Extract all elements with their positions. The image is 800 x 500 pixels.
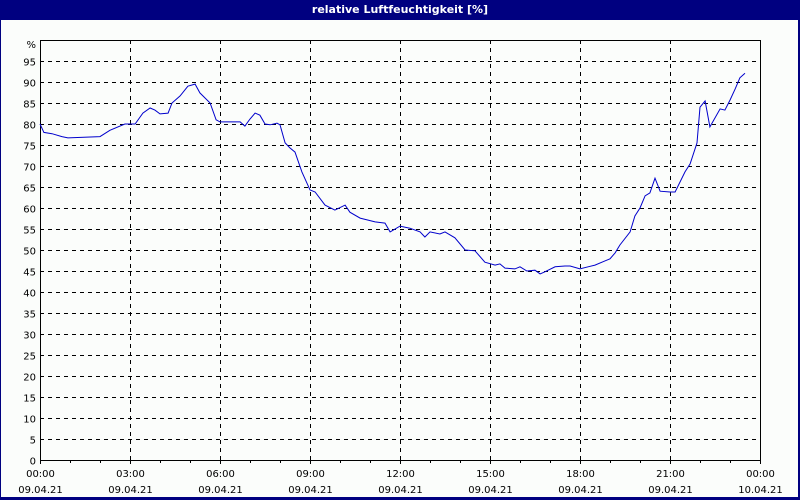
y-tick-label: 30 <box>23 331 36 342</box>
y-tick-label: 50 <box>23 247 36 258</box>
x-tick-date: 09.04.21 <box>18 485 63 496</box>
y-tick-label: 25 <box>23 352 36 363</box>
y-tick-label: 55 <box>23 226 36 237</box>
y-tick-label: 95 <box>23 58 36 69</box>
x-tick-time: 00:00 <box>26 469 55 480</box>
x-tick-date: 09.04.21 <box>558 485 603 496</box>
y-tick-label: 80 <box>23 121 36 132</box>
chart-panel <box>1 20 798 497</box>
humidity-data-line <box>39 72 746 275</box>
x-tick-date: 10.04.21 <box>738 485 783 496</box>
y-tick-label: 35 <box>23 310 36 321</box>
x-tick-date: 09.04.21 <box>648 485 693 496</box>
y-tick-label: 85 <box>23 100 36 111</box>
y-tick-label: 15 <box>23 394 36 405</box>
y-tick-label: 65 <box>23 184 36 195</box>
x-tick-date: 09.04.21 <box>468 485 513 496</box>
x-tick-time: 15:00 <box>476 469 505 480</box>
x-tick-time: 03:00 <box>116 469 145 480</box>
x-tick-time: 12:00 <box>386 469 415 480</box>
x-tick-time: 18:00 <box>566 469 595 480</box>
y-tick-label: 45 <box>23 268 36 279</box>
y-tick-label: 20 <box>23 373 36 384</box>
x-tick-date: 09.04.21 <box>108 485 153 496</box>
y-tick-label: 5 <box>30 436 36 447</box>
y-tick-label: 90 <box>23 79 36 90</box>
y-tick-label: 70 <box>23 163 36 174</box>
x-tick-time: 00:00 <box>746 469 775 480</box>
x-tick-time: 21:00 <box>656 469 685 480</box>
y-tick-label: 10 <box>23 415 36 426</box>
y-tick-label: 0 <box>30 457 36 468</box>
chart-title: relative Luftfeuchtigkeit [%] <box>0 0 800 20</box>
x-tick-time: 06:00 <box>206 469 235 480</box>
x-tick-date: 09.04.21 <box>288 485 333 496</box>
y-unit-label: % <box>26 40 36 51</box>
y-tick-label: 40 <box>23 289 36 300</box>
y-tick-label: 75 <box>23 142 36 153</box>
y-tick-label: 60 <box>23 205 36 216</box>
x-tick-date: 09.04.21 <box>198 485 243 496</box>
x-tick-time: 09:00 <box>296 469 325 480</box>
x-tick-date: 09.04.21 <box>378 485 423 496</box>
